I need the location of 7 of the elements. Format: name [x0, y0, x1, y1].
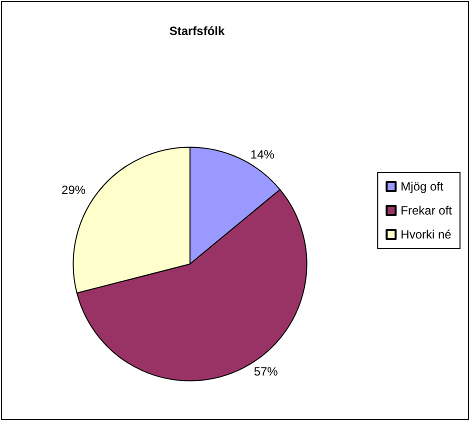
legend-label: Mjög oft	[400, 180, 444, 194]
data-label: 57%	[254, 364, 278, 379]
data-label: 29%	[62, 182, 86, 197]
legend-label: Hvorki né	[400, 228, 452, 242]
legend-label: Frekar oft	[400, 204, 453, 218]
chart-title: Starfsfólk	[169, 24, 225, 38]
data-label: 14%	[250, 148, 275, 162]
